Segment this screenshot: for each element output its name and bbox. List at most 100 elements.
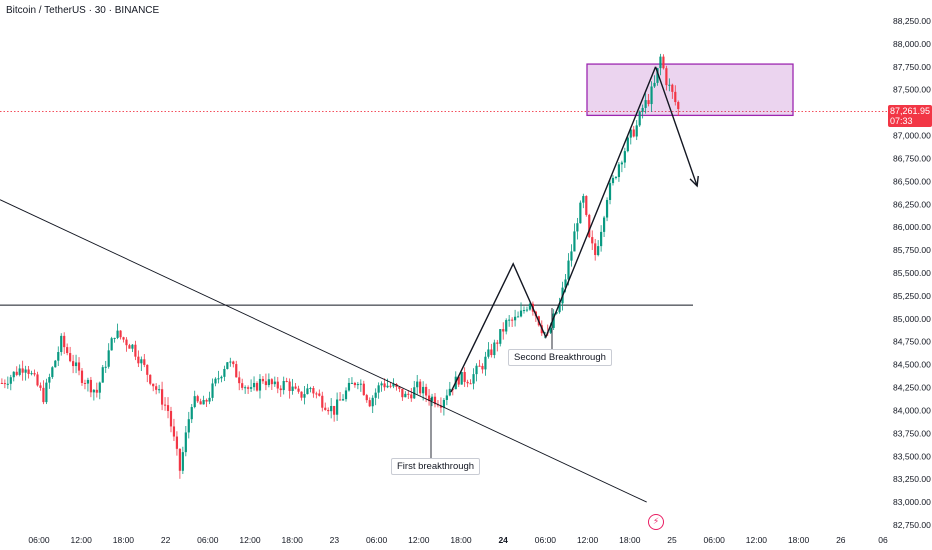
candle-body xyxy=(33,373,36,375)
candle-body xyxy=(564,279,567,288)
x-tick-label: 22 xyxy=(161,535,171,545)
candle-body xyxy=(69,353,72,362)
candle-body xyxy=(220,376,223,379)
candle-body xyxy=(276,381,279,389)
candle-body xyxy=(591,237,594,244)
candle-body xyxy=(650,86,653,105)
trend-drawings xyxy=(0,66,699,503)
candle-body xyxy=(674,91,677,103)
candle-body xyxy=(478,365,481,367)
x-tick-label: 06:00 xyxy=(535,535,557,545)
candle-body xyxy=(513,316,517,321)
y-tick-label: 84,750.00 xyxy=(893,337,931,347)
candle-body xyxy=(273,381,276,385)
candle-body xyxy=(380,383,383,386)
candle-body xyxy=(641,107,644,112)
y-tick-label: 86,250.00 xyxy=(893,199,931,209)
x-tick-label: 06:00 xyxy=(28,535,50,545)
candle-body xyxy=(306,388,309,395)
candle-body xyxy=(190,407,193,420)
candle-body xyxy=(211,383,214,398)
candle-body xyxy=(184,432,187,453)
candle-body xyxy=(3,383,6,385)
candle-body xyxy=(410,394,413,399)
candle-body xyxy=(549,327,552,333)
candle-body xyxy=(116,330,119,338)
candle-body xyxy=(356,384,359,386)
y-tick-label: 88,000.00 xyxy=(893,39,931,49)
x-tick-label: 18:00 xyxy=(788,535,810,545)
candle-body xyxy=(169,410,173,427)
candle-body xyxy=(155,386,158,390)
candle-body xyxy=(567,260,570,280)
y-tick-label: 85,250.00 xyxy=(893,291,931,301)
candle-body xyxy=(659,56,662,69)
candle-body xyxy=(602,217,606,232)
candle-body xyxy=(54,360,57,368)
candle-body xyxy=(214,378,217,384)
candle-body xyxy=(175,436,179,449)
candle-body xyxy=(620,162,623,165)
candle-body xyxy=(131,344,134,349)
candle-body xyxy=(611,177,615,184)
candle-body xyxy=(644,100,647,108)
candle-body xyxy=(205,399,208,402)
candle-body xyxy=(413,387,416,399)
candle-body xyxy=(407,393,410,395)
candle-body xyxy=(573,231,576,252)
x-tick-label: 26 xyxy=(836,535,846,545)
candle-body xyxy=(632,129,635,137)
y-tick-label: 87,000.00 xyxy=(893,131,931,141)
candle-body xyxy=(113,337,116,339)
candle-body xyxy=(39,385,42,388)
candle-body xyxy=(579,202,582,224)
candle-body xyxy=(312,388,315,394)
candle-body xyxy=(71,361,75,367)
candle-body xyxy=(463,371,466,382)
candle-body xyxy=(321,395,324,408)
candle-body xyxy=(152,383,155,387)
candle-body xyxy=(125,339,128,346)
candle-body xyxy=(0,382,3,384)
x-tick-label: 18:00 xyxy=(450,535,472,545)
candle-body xyxy=(89,379,92,393)
candle-body xyxy=(158,389,161,391)
candle-body xyxy=(350,382,354,384)
candle-body xyxy=(635,125,638,137)
candle-body xyxy=(404,393,407,398)
candle-body xyxy=(333,405,336,415)
y-tick-label: 83,750.00 xyxy=(893,428,931,438)
x-tick-label: 12:00 xyxy=(71,535,93,545)
candle-body xyxy=(653,82,656,87)
second-breakthrough-label: Second Breakthrough xyxy=(508,349,612,366)
candle-body xyxy=(45,382,48,403)
candle-body xyxy=(665,68,668,86)
zigzag-path xyxy=(450,66,657,393)
candle-body xyxy=(241,383,244,388)
chart-grid xyxy=(0,111,890,306)
candle-body xyxy=(21,368,24,373)
candle-body xyxy=(86,379,90,384)
candle-body xyxy=(552,313,555,328)
candle-body xyxy=(297,388,300,392)
candle-body xyxy=(327,409,330,412)
bolt-icon[interactable]: ⚡ xyxy=(648,514,664,530)
candle-body xyxy=(508,319,511,321)
candle-body xyxy=(122,337,125,340)
candle-body xyxy=(389,385,392,387)
candle-body xyxy=(77,362,81,371)
projected-arrow-line xyxy=(654,66,698,187)
candle-body xyxy=(330,405,333,412)
candle-body xyxy=(516,316,520,318)
candle-body xyxy=(496,342,499,344)
candle-body xyxy=(137,356,140,364)
candle-body xyxy=(226,362,229,369)
candle-body xyxy=(588,214,591,238)
candle-body xyxy=(235,364,238,378)
candle-body xyxy=(181,452,184,471)
x-tick-label: 06:00 xyxy=(704,535,726,545)
candle-body xyxy=(6,383,9,385)
candle-body xyxy=(528,303,532,310)
candle-body xyxy=(324,407,327,410)
